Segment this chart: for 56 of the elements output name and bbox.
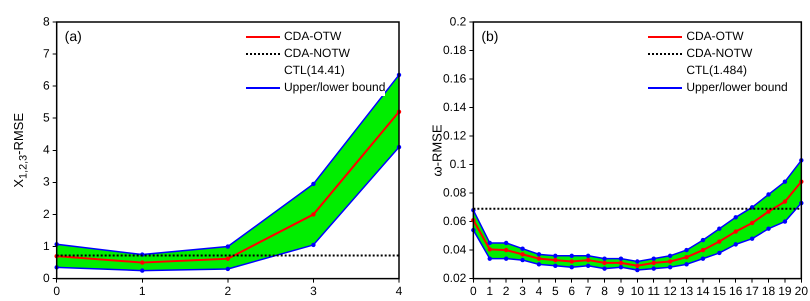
y-tick-label: 4 (42, 142, 50, 157)
x-tick-label: 1 (138, 284, 146, 298)
legend-label: CDA-NOTW (686, 45, 752, 62)
y-tick-label: 0.2 (450, 14, 467, 28)
legend-label: Upper/lower bound (686, 79, 788, 96)
x-tick-label: 4 (536, 284, 543, 298)
y-axis-title: ω-RMSE (430, 124, 445, 176)
x-tick-label: 17 (745, 284, 760, 298)
legend-label: CDA-OTW (686, 28, 744, 45)
x-tick-label: 14 (696, 284, 710, 298)
y-tick-label: 5 (42, 110, 50, 125)
legend-label: CDA-OTW (284, 28, 342, 45)
y-tick-label: 8 (42, 14, 50, 28)
x-tick-label: 1 (486, 284, 494, 298)
legend-label: CDA-NOTW (284, 45, 350, 62)
x-tick-label: 11 (648, 284, 660, 298)
x-tick-label: 9 (618, 284, 625, 298)
x-tick-label: 3 (310, 284, 318, 298)
y-tick-label: 2 (42, 206, 50, 221)
annotation: (b) (481, 28, 498, 44)
x-tick-label: 16 (729, 284, 743, 298)
y-tick-label: 0.12 (442, 128, 467, 142)
x-tick-label: 6 (568, 284, 576, 298)
y-tick-label: 0 (42, 270, 50, 285)
x-tick-label: 19 (778, 284, 792, 298)
x-tick-label: 3 (519, 284, 526, 298)
x-tick-label: 8 (601, 284, 608, 298)
x-tick-label: 0 (53, 284, 60, 298)
annotation: CTL(1.484) (686, 62, 748, 79)
annotation: CTL(14.41) (284, 62, 345, 79)
y-tick-label: 0.08 (442, 185, 467, 200)
x-tick-label: 0 (470, 284, 478, 298)
x-tick-label: 13 (680, 284, 694, 298)
x-tick-label: 2 (502, 284, 510, 298)
x-tick-label: 5 (552, 284, 560, 298)
y-tick-label: 0.14 (442, 100, 467, 114)
y-tick-label: 0.02 (442, 270, 467, 285)
y-tick-label: 0.04 (442, 242, 467, 256)
y-tick-label: 7 (42, 46, 50, 60)
y-tick-label: 0.18 (442, 42, 467, 57)
x-tick-label: 10 (630, 284, 644, 298)
y-tick-label: 6 (42, 78, 50, 92)
x-tick-label: 4 (396, 284, 403, 298)
y-tick-label: 0.06 (442, 214, 467, 228)
y-tick-label: 0.16 (442, 71, 467, 86)
x-tick-label: 20 (794, 284, 808, 298)
x-tick-label: 12 (663, 284, 678, 298)
y-tick-label: 1 (42, 238, 50, 253)
x-tick-label: 18 (762, 284, 776, 298)
legend-label: Upper/lower bound (284, 79, 386, 96)
annotation: (a) (64, 28, 82, 44)
y-tick-label: 0.1 (450, 156, 467, 171)
x-tick-label: 2 (224, 284, 232, 298)
x-tick-label: 15 (712, 284, 726, 298)
y-tick-label: 3 (42, 174, 50, 189)
x-tick-label: 7 (584, 284, 592, 298)
